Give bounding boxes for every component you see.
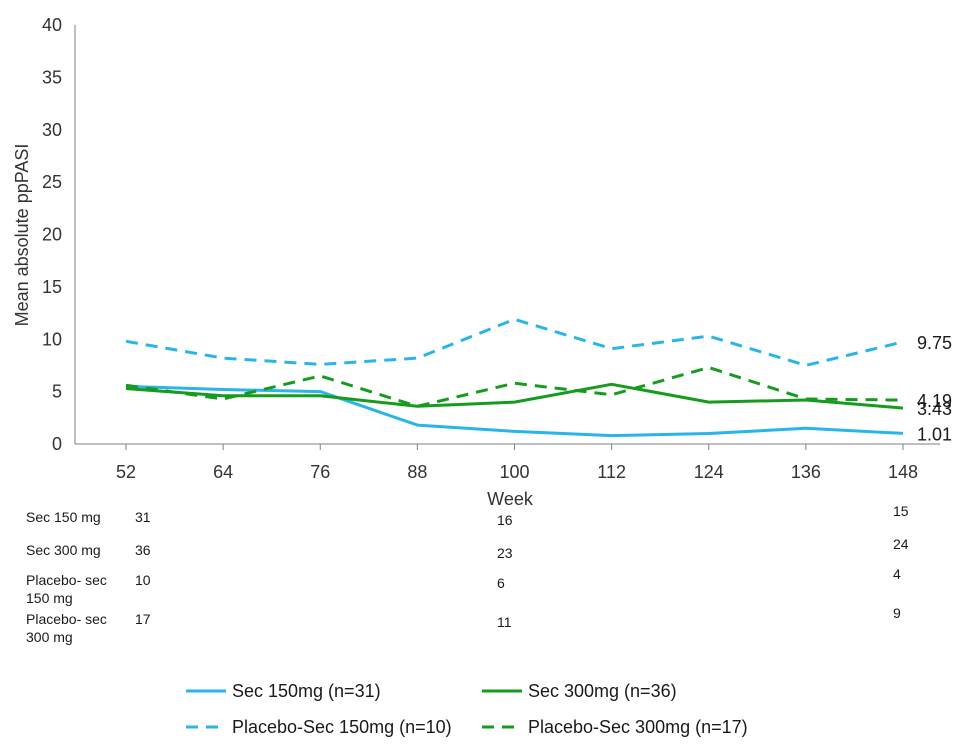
end-labels: 1.01 3.43 9.75 4.19 (917, 333, 952, 445)
x-tick-label: 88 (407, 462, 427, 482)
x-tick-label: 148 (888, 462, 918, 482)
risk-row-label: Placebo- sec (26, 611, 107, 627)
series-line-4 (125, 366, 904, 408)
y-tick-label: 10 (42, 329, 62, 349)
risk-value: 23 (497, 545, 513, 561)
risk-value: 11 (497, 614, 512, 630)
x-axis-title: Week (487, 489, 534, 509)
risk-row-label: Placebo- sec (26, 572, 107, 588)
y-axis-title: Mean absolute ppPASI (12, 144, 32, 327)
x-tick-label: 76 (310, 462, 330, 482)
y-tick-label: 35 (42, 67, 62, 87)
risk-value: 24 (893, 536, 909, 552)
risk-value: 15 (893, 503, 909, 519)
risk-value: 6 (497, 575, 505, 591)
y-tick-label: 15 (42, 277, 62, 297)
risk-value: 17 (135, 611, 151, 627)
y-tick-label: 20 (42, 225, 62, 245)
x-axis-ticks: 52 64 76 88 100 112 124 136 148 (116, 444, 918, 482)
x-tick-label: 136 (791, 462, 821, 482)
number-at-risk-table: Sec 150 mg 31 16 15 Sec 300 mg 36 23 24 Placebo-… (26, 503, 909, 645)
y-tick-label: 5 (52, 382, 62, 402)
risk-row-label: Sec 300 mg (26, 542, 101, 558)
x-tick-label: 112 (597, 462, 626, 482)
end-value-label: 1.01 (917, 424, 952, 444)
risk-value: 31 (135, 509, 151, 525)
legend-label: Sec 150mg (n=31) (232, 681, 381, 701)
risk-row-label: 150 mg (26, 590, 73, 606)
risk-value: 9 (893, 605, 901, 621)
y-tick-label: 25 (42, 172, 62, 192)
legend-label: Sec 300mg (n=36) (528, 681, 677, 701)
risk-value: 36 (135, 542, 151, 558)
risk-value: 10 (135, 572, 151, 588)
legend-label: Placebo-Sec 150mg (n=10) (232, 717, 452, 737)
x-tick-label: 64 (213, 462, 233, 482)
y-axis-ticks: 0 5 10 15 20 25 30 35 40 (42, 15, 62, 454)
y-tick-label: 30 (42, 120, 62, 140)
series-line-2 (125, 382, 904, 410)
x-tick-label: 100 (499, 462, 529, 482)
y-tick-label: 0 (52, 434, 62, 454)
x-tick-label: 52 (116, 462, 136, 482)
risk-value: 4 (893, 566, 901, 582)
series-line-3 (125, 317, 904, 367)
end-value-label: 4.19 (917, 391, 952, 411)
y-tick-label: 40 (42, 15, 62, 35)
end-value-label: 9.75 (917, 333, 952, 353)
risk-row-label: 300 mg (26, 629, 73, 645)
legend: Sec 150mg (n=31) Sec 300mg (n=36) Placebo-… (186, 681, 748, 737)
risk-row-label: Sec 150 mg (26, 509, 101, 525)
x-tick-label: 124 (694, 462, 724, 482)
risk-value: 16 (497, 512, 513, 528)
end-value-label: 3.43 (917, 399, 952, 419)
legend-label: Placebo-Sec 300mg (n=17) (528, 717, 748, 737)
series-lines (125, 317, 904, 438)
